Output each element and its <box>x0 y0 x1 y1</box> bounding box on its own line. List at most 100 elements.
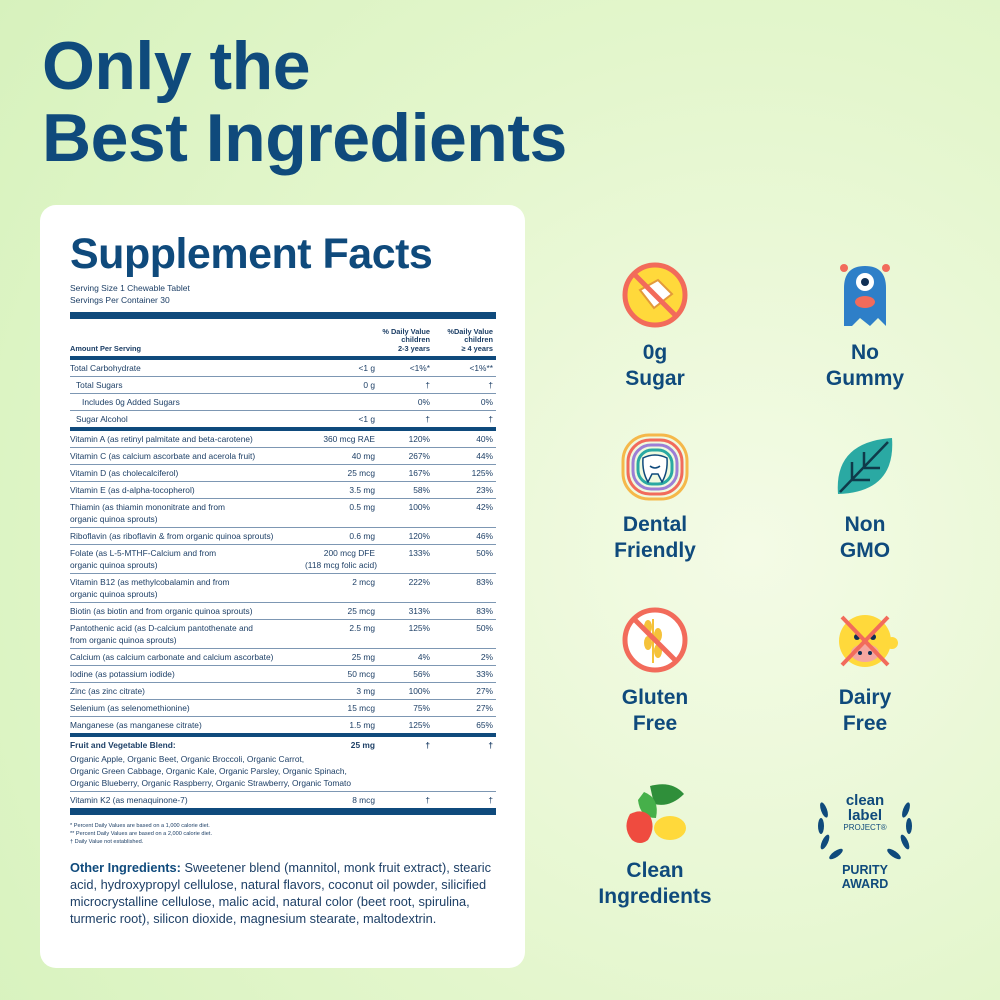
dv1: 222% <box>375 576 432 588</box>
nutrient: Vitamin D (as cholecalciferol) <box>70 467 305 479</box>
dv2: 42% <box>432 501 496 513</box>
nutrient: Zinc (as zinc citrate) <box>70 685 305 697</box>
nutrient-name: Folate (as L-5-MTHF-Calcium and from <box>70 548 217 558</box>
dv-text: 42% <box>476 502 493 512</box>
amount: 200 mcg DFE (118 mcg folic acid) <box>305 547 377 571</box>
dv-text: 27% <box>476 686 493 696</box>
dv-text: 125% <box>408 623 430 633</box>
dv-text: <1%** <box>469 363 493 373</box>
dv-text: 100% <box>408 502 430 512</box>
icon-gluten <box>622 607 688 673</box>
amount-text: 360 mcg RAE <box>323 434 375 444</box>
nutrient-name: Vitamin B12 (as methylcobalamin and from <box>70 577 230 587</box>
dv-text: 125% <box>471 468 493 478</box>
nutrient: Manganese (as manganese citrate) <box>70 719 305 731</box>
nutrient-name: from organic quinoa sprouts) <box>70 635 177 645</box>
amount-text: 8 mcg <box>352 795 375 805</box>
facts-row: Total Carbohydrate <1 g <1%* <1%** <box>70 360 496 377</box>
dv-text: 2% <box>480 652 493 662</box>
nutrient-name: Vitamin D (as cholecalciferol) <box>70 468 179 478</box>
dv-text: † <box>425 795 430 805</box>
dv-text: † <box>488 795 493 805</box>
dv-text: 27% <box>476 703 493 713</box>
amount-text: 0.6 mg <box>349 531 375 541</box>
dv1: † <box>375 413 432 425</box>
dv-text: 65% <box>476 720 493 730</box>
dv1: † <box>375 739 432 751</box>
facts-row: Riboflavin (as riboflavin & from organic… <box>70 528 496 545</box>
nutrient-name: organic quinoa sprouts) <box>70 514 158 524</box>
amount-text: <1 g <box>358 414 375 424</box>
feature-label: Friendly <box>614 539 696 562</box>
amount: 3.5 mg <box>305 484 375 496</box>
dv1: 58% <box>375 484 432 496</box>
nutrient: Thiamin (as thiamin mononitrate and from… <box>70 501 305 525</box>
nutrient: Sugar Alcohol <box>70 413 305 425</box>
feature: Dairy Free <box>760 605 970 737</box>
amount-text: 25 mcg <box>347 468 375 478</box>
header-dv1: % Daily Value children 2-3 years <box>375 326 432 354</box>
dv-text: 4% <box>417 652 430 662</box>
nutrient: Vitamin K2 (as menaquinone-7) <box>70 794 305 806</box>
amount: 0 g <box>305 379 375 391</box>
nutrient-name: Total Carbohydrate <box>70 363 141 373</box>
icon-no-sugar <box>622 262 688 328</box>
amount: 25 mg <box>305 739 375 751</box>
dv-text: 56% <box>413 669 430 679</box>
feature-label: Clean <box>626 859 684 882</box>
nutrient-name: Vitamin A (as retinyl palmitate and beta… <box>70 434 253 444</box>
dv2: 46% <box>432 530 496 542</box>
amount-text: 0.5 mg <box>349 502 375 512</box>
feature: Dental Friendly <box>550 432 760 564</box>
amount: 25 mcg <box>305 467 375 479</box>
dv-text: 0% <box>480 397 493 407</box>
nutrient-name: Vitamin C (as calcium ascorbate and acer… <box>70 451 256 461</box>
amount-text: 25 mg <box>350 740 375 750</box>
amount: 40 mg <box>305 450 375 462</box>
dv1: 56% <box>375 668 432 680</box>
amount-text: 2 mcg <box>352 577 375 587</box>
feature-label: Gummy <box>825 367 905 390</box>
feature: 0g Sugar <box>550 260 760 392</box>
badge-text: PROJECT® <box>843 823 887 832</box>
header-text: % Daily Value <box>382 326 430 336</box>
nutrient-name: Thiamin (as thiamin mononitrate and from <box>70 502 226 512</box>
dv-text: † <box>425 414 430 424</box>
feature-label: Free <box>632 712 678 735</box>
feature: clean label PROJECT® PURITY AWARD <box>760 790 970 891</box>
amount: 25 mcg <box>305 605 375 617</box>
nutrient: Biotin (as biotin and from organic quino… <box>70 605 305 617</box>
amount-text: (118 mcg folic acid) <box>305 560 377 570</box>
amount: 8 mcg <box>305 794 375 806</box>
facts-row: Pantothenic acid (as D-calcium pantothen… <box>70 620 496 649</box>
dv-text: 40% <box>476 434 493 444</box>
headline: Best Ingredients <box>42 100 567 176</box>
dv-text: 100% <box>408 686 430 696</box>
dv1: 100% <box>375 501 432 513</box>
nutrient-name: Sugar Alcohol <box>76 414 128 424</box>
facts-row: Vitamin C (as calcium ascorbate and acer… <box>70 448 496 465</box>
dv-text: 0% <box>417 397 430 407</box>
nutrient-name: Biotin (as biotin and from organic quino… <box>70 606 253 616</box>
badge-label: PURITY <box>842 863 888 877</box>
nutrient-name: Riboflavin (as riboflavin & from organic… <box>70 531 274 541</box>
feature-label: Ingredients <box>598 885 712 908</box>
facts-row: Manganese (as manganese citrate) 1.5 mg 12… <box>70 717 496 733</box>
facts-row: Sugar Alcohol <1 g † † <box>70 411 496 427</box>
facts-table: Amount Per Serving% Daily Value children 2… <box>70 312 496 815</box>
header-text: 2-3 years <box>397 343 430 353</box>
blend-line: Organic Apple, Organic Beet, Organic Bro… <box>70 754 305 764</box>
footnote: ** Percent Daily Values are based on a 2… <box>70 831 213 837</box>
badge-text: clean <box>845 792 885 809</box>
dv2: 33% <box>432 668 496 680</box>
feature-label: Non <box>844 513 886 536</box>
header-text: children <box>401 335 430 344</box>
dv-text: 83% <box>476 577 493 587</box>
facts-card <box>40 205 525 968</box>
rule <box>70 733 496 737</box>
nutrient: Calcium (as calcium carbonate and calciu… <box>70 651 305 663</box>
facts-row: Calcium (as calcium carbonate and calciu… <box>70 649 496 666</box>
nutrient: Riboflavin (as riboflavin & from organic… <box>70 530 305 542</box>
laurel <box>818 802 912 860</box>
